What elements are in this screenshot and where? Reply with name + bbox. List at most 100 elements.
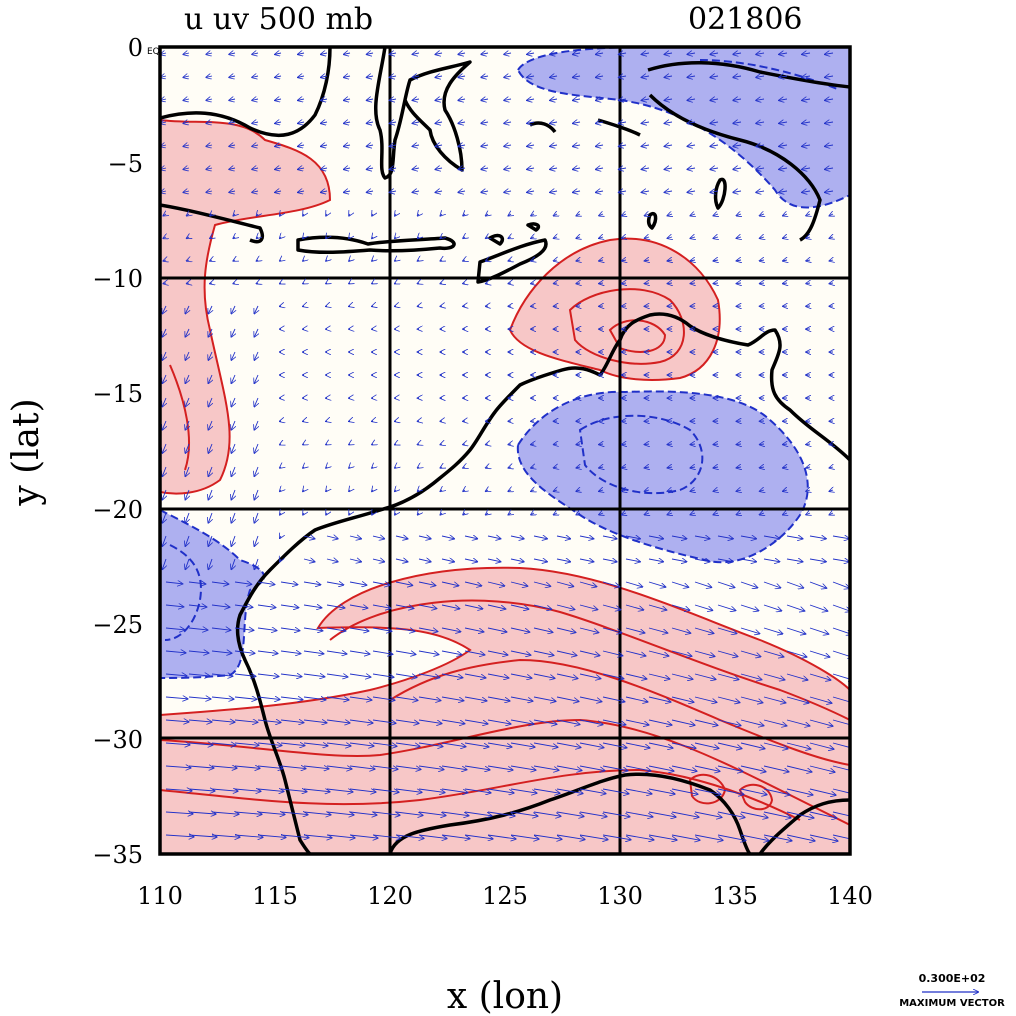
wind-vector: [413, 76, 420, 77]
wind-vector: [211, 651, 231, 653]
wind-vector: [756, 122, 765, 123]
wind-vector: [303, 835, 332, 838]
wind-vector: [252, 168, 259, 169]
wind-vector: [395, 444, 396, 445]
wind-vector: [418, 237, 419, 238]
wind-vector: [556, 581, 573, 586]
wind-vector: [783, 490, 787, 491]
wind-vector: [418, 444, 419, 445]
wind-vector: [280, 513, 281, 515]
wind-vector: [229, 122, 236, 123]
wind-vector: [740, 742, 764, 749]
wind-vector: [458, 99, 466, 100]
wind-vector: [303, 674, 324, 677]
wind-vector: [554, 490, 557, 491]
wind-vector: [733, 53, 742, 54]
wind-vector: [211, 789, 238, 791]
wind-vector: [464, 742, 488, 747]
wind-vector: [303, 789, 330, 792]
wind-vector: [231, 397, 235, 406]
wind-vector: [710, 191, 719, 192]
wind-vector: [809, 536, 826, 539]
wind-vector: [303, 260, 304, 261]
wind-vector: [211, 582, 228, 584]
wind-vector: [395, 605, 413, 608]
wind-vector: [832, 696, 850, 703]
wind-vector: [441, 719, 464, 724]
wind-vector: [185, 374, 189, 383]
wind-vector: [229, 76, 236, 77]
wind-vector: [326, 582, 343, 585]
wind-vector: [737, 214, 741, 216]
wind-vector: [349, 697, 371, 700]
wind-vector: [510, 581, 527, 586]
wind-vector: [717, 650, 737, 656]
wind-vector: [596, 168, 604, 169]
wind-vector: [688, 99, 696, 100]
wind-vector: [625, 604, 643, 610]
wind-vector: [418, 490, 419, 491]
wind-vector: [463, 283, 465, 284]
wind-vector: [602, 834, 631, 840]
wind-vector: [554, 237, 557, 238]
wind-vector: [556, 765, 582, 770]
wind-vector: [508, 444, 511, 445]
wind-vector: [303, 559, 315, 562]
wind-vector: [825, 99, 834, 100]
wind-vector: [802, 168, 811, 169]
wind-vector: [504, 145, 512, 146]
wind-vector: [275, 168, 282, 169]
wind-vector: [671, 536, 686, 539]
wind-vector: [418, 673, 439, 677]
wind-vector: [830, 513, 833, 515]
wind-vector: [809, 742, 833, 749]
wind-vector: [717, 673, 738, 679]
wind-vector: [280, 812, 308, 815]
wind-vector: [395, 788, 422, 792]
wind-vector: [740, 581, 757, 588]
wind-vector: [413, 53, 420, 54]
wind-vector: [602, 788, 629, 794]
wind-vector: [303, 237, 304, 238]
wind-vector: [275, 76, 282, 77]
wind-vector: [671, 788, 698, 794]
wind-vector: [556, 834, 585, 839]
wind-vector: [210, 260, 212, 261]
wind-vector: [648, 742, 672, 748]
wind-vector: [832, 719, 850, 726]
wind-vector: [596, 145, 604, 146]
wind-vector: [435, 122, 443, 123]
wind-vector: [648, 559, 663, 562]
wind-vector: [487, 788, 514, 793]
wind-vector: [825, 76, 834, 77]
wind-vector: [229, 99, 236, 100]
wind-vector: [556, 559, 570, 562]
wind-vector: [556, 536, 570, 539]
wind-vector: [573, 76, 581, 77]
wind-vector: [280, 651, 300, 654]
wind-vector: [783, 237, 787, 238]
wind-vector: [527, 122, 535, 123]
wind-vector: [441, 536, 454, 539]
wind-vector: [372, 559, 384, 562]
wind-vector: [326, 743, 350, 746]
wind-vector: [710, 53, 719, 54]
reference-vector-legend: 0.300E+02 MAXIMUM VECTOR: [899, 972, 1005, 1009]
wind-vector: [783, 260, 787, 261]
wind-vector: [162, 489, 166, 499]
wind-vector: [211, 628, 230, 630]
wind-vector: [298, 145, 305, 146]
wind-vector: [694, 696, 716, 702]
wind-vector: [326, 812, 354, 815]
wind-vector: [280, 835, 309, 838]
wind-vector: [642, 76, 650, 77]
wind-vector: [229, 53, 236, 54]
wind-vector: [162, 443, 166, 453]
wind-vector: [668, 490, 672, 491]
wind-vector: [648, 604, 666, 610]
wind-vector: [622, 467, 626, 468]
wind-vector: [234, 720, 257, 722]
wind-vector: [717, 719, 740, 725]
wind-vector: [349, 628, 368, 631]
wind-vector: [441, 627, 460, 632]
